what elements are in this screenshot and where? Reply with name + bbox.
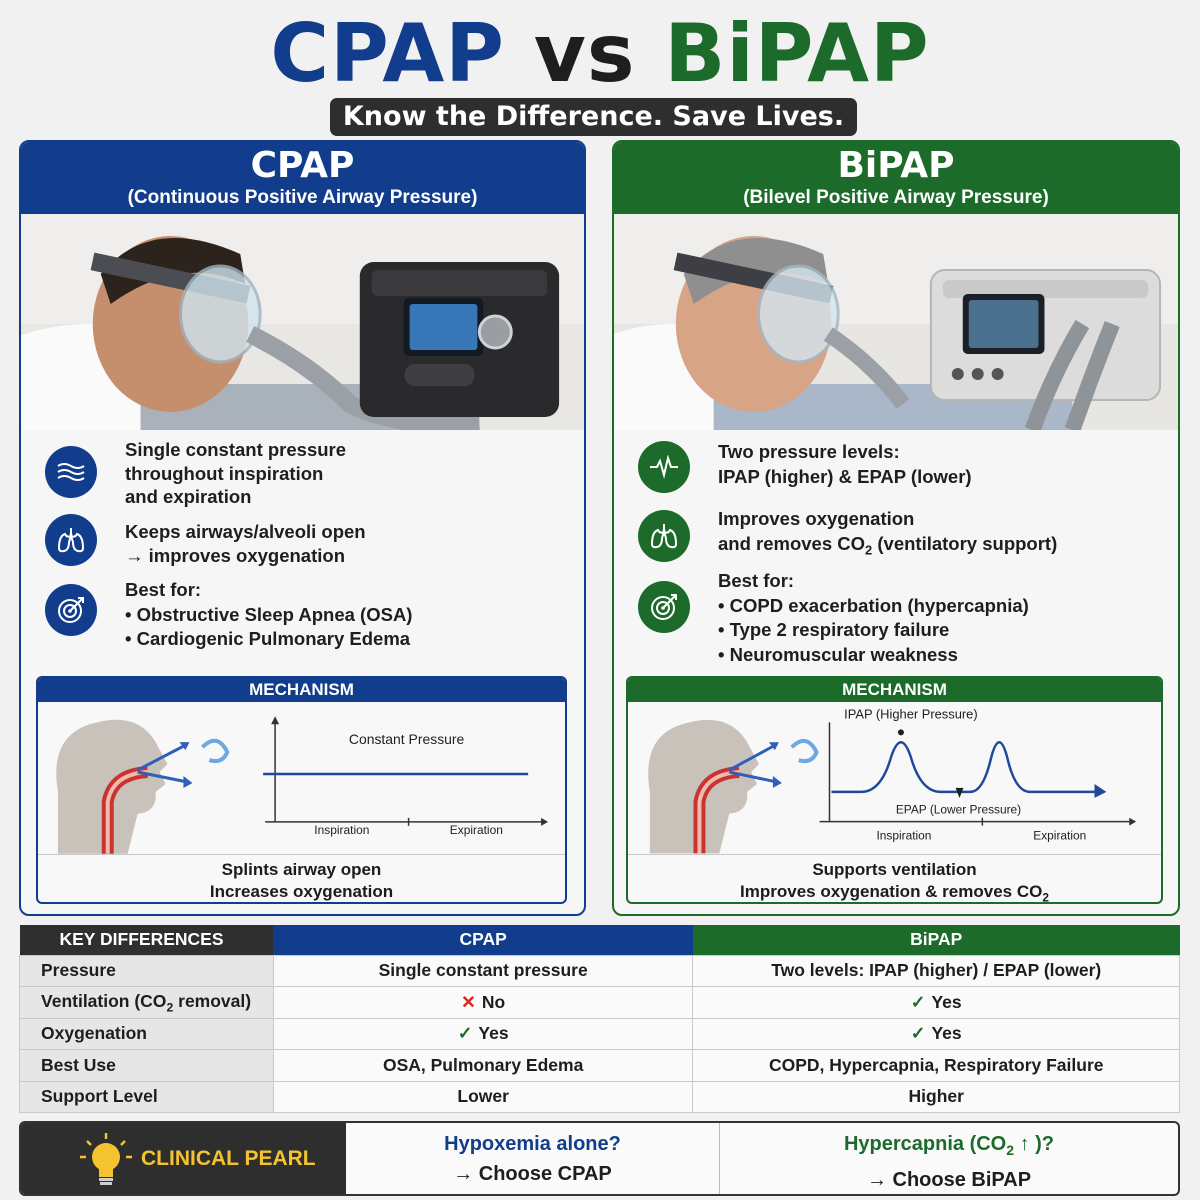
cpap-cell: ✓ Yes xyxy=(272,1017,694,1050)
cpap-feature-pressure-line: and expiration xyxy=(125,486,252,507)
cpap-feature-bestfor-line: • Cardiogenic Pulmonary Edema xyxy=(125,628,411,649)
ipap-label: IPAP (Higher Pressure) xyxy=(844,706,978,721)
check-mark-icon: ✓ xyxy=(457,1023,473,1044)
cpap-mechanism-header: MECHANISM xyxy=(38,678,565,702)
clinical-pearl-label: CLINICAL PEARL xyxy=(141,1147,316,1170)
pearl-bipap-answer: → Choose BiPAP xyxy=(866,1169,1032,1191)
cpap-mechanism-footer-line: Increases oxygenation xyxy=(209,882,394,901)
row-label: Pressure xyxy=(19,954,274,987)
table-row: Ventilation (CO2 removal) ✕ No ✓ Yes xyxy=(19,986,1180,1019)
cpap-feature-bestfor-line: • Obstructive Sleep Apnea (OSA) xyxy=(125,603,413,625)
table-row: Support Level Lower Higher xyxy=(19,1080,1180,1113)
head-airway-illustration xyxy=(56,719,230,854)
bipap-x-label-expiration: Expiration xyxy=(1033,829,1086,843)
cpap-feature-airways-line: Keeps airways/alveoli open xyxy=(125,521,366,542)
cpap-cell: ✕ No xyxy=(272,986,694,1019)
x-mark-icon: ✕ xyxy=(461,991,476,1012)
pearl-bipap: Hypercapnia (CO2 ↑ )? → Choose BiPAP xyxy=(720,1123,1178,1194)
key-differences-table: KEY DIFFERENCES CPAP BiPAP Pressure Sing… xyxy=(19,925,1180,1113)
table-header-row: KEY DIFFERENCES CPAP BiPAP xyxy=(19,925,1180,955)
clinical-pearl-label-box: CLINICAL PEARL xyxy=(21,1123,346,1194)
target-icon xyxy=(638,581,690,633)
cpap-cell: Single constant pressure xyxy=(272,954,694,987)
clinical-pearl: CLINICAL PEARL Hypoxemia alone? → Choose… xyxy=(19,1121,1180,1196)
row-label: Support Level xyxy=(19,1080,274,1113)
bipap-patient-photo xyxy=(614,214,1178,430)
cpap-x-label-expiration: Expiration xyxy=(450,823,503,837)
ipap-marker xyxy=(897,729,904,736)
row-label: Ventilation (CO2 removal) xyxy=(19,986,274,1019)
bipap-feature-levels-line: IPAP (higher) & EPAP (lower) xyxy=(718,466,972,487)
lungs-icon xyxy=(45,514,97,566)
bipap-cell: Two levels: IPAP (higher) / EPAP (lower) xyxy=(692,954,1180,987)
bipap-mechanism-footer-line: Improves oxygenation & removes CO2 xyxy=(740,882,1049,904)
cpap-panel-subtitle: (Continuous Positive Airway Pressure) xyxy=(127,187,478,208)
bipap-panel-subtitle: (Bilevel Positive Airway Pressure) xyxy=(743,187,1049,208)
bipap-mechanism: MECHANISM xyxy=(626,676,1163,904)
cpap-panel-header: CPAP (Continuous Positive Airway Pressur… xyxy=(21,142,584,214)
pearl-cpap-answer: → Choose CPAP xyxy=(453,1163,612,1185)
row-label: Best Use xyxy=(19,1049,274,1082)
waveform-icon xyxy=(638,441,690,493)
waves-icon xyxy=(45,446,97,498)
bipap-feature-oxygenation-line: Improves oxygenation xyxy=(718,508,915,529)
bipap-cell: ✓ Yes xyxy=(692,1017,1180,1050)
pearl-cpap-question: Hypoxemia alone? xyxy=(444,1133,621,1155)
cpap-patient-photo xyxy=(21,214,584,430)
row-label: Oxygenation xyxy=(19,1017,274,1050)
cpap-mechanism-figure: Constant Pressure Inspiration Expiration xyxy=(38,702,565,854)
cpap-feature-airways-line: → improves oxygenation xyxy=(125,544,345,566)
cpap-mechanism-footer: Splints airway open Increases oxygenatio… xyxy=(38,854,565,902)
bipap-mechanism-footer: Supports ventilation Improves oxygenatio… xyxy=(628,854,1161,902)
cpap-panel: CPAP (Continuous Positive Airway Pressur… xyxy=(19,140,586,916)
bipap-x-label-inspiration: Inspiration xyxy=(876,829,931,843)
bipap-panel-title: BiPAP xyxy=(837,145,955,186)
main-title: CPAP vs BiPAP xyxy=(0,6,1200,102)
lightbulb-icon xyxy=(80,1133,132,1185)
head-airway-illustration xyxy=(648,719,819,854)
cpap-x-label-inspiration: Inspiration xyxy=(314,823,369,837)
target-icon xyxy=(45,584,97,636)
bipap-cell: Higher xyxy=(692,1080,1180,1113)
table-header-key: KEY DIFFERENCES xyxy=(19,925,274,955)
table-header-bipap: BiPAP xyxy=(692,925,1180,955)
cpap-feature-bestfor-line: Best for: xyxy=(125,579,202,600)
bipap-mechanism-figure: IPAP (Higher Pressure) EPAP (Lower Press… xyxy=(628,702,1161,854)
lungs-icon xyxy=(638,510,690,562)
cpap-cell: Lower xyxy=(272,1080,694,1113)
bipap-feature-oxygenation-line: and removes CO2 (ventilatory support) xyxy=(718,533,1058,558)
check-mark-icon: ✓ xyxy=(910,991,926,1012)
title-vs: vs xyxy=(533,7,636,100)
pearl-bipap-question: Hypercapnia (CO2 ↑ )? xyxy=(843,1133,1055,1158)
bipap-cell: COPD, Hypercapnia, Respiratory Failure xyxy=(692,1049,1180,1082)
bipap-feature-bestfor-line: • Type 2 respiratory failure xyxy=(718,619,950,640)
cpap-mechanism-footer-line: Splints airway open xyxy=(221,860,382,879)
bipap-feature-bestfor-line: • Neuromuscular weakness xyxy=(718,643,958,665)
cpap-mechanism: MECHANISM Constant P xyxy=(36,676,567,904)
epap-label: EPAP (Lower Pressure) xyxy=(896,803,1021,817)
cpap-graph-title: Constant Pressure xyxy=(349,731,465,747)
cpap-feature-pressure-line: throughout inspiration xyxy=(125,462,324,484)
check-mark-icon: ✓ xyxy=(910,1023,926,1044)
cpap-cell: OSA, Pulmonary Edema xyxy=(272,1049,694,1082)
table-row: Best Use OSA, Pulmonary Edema COPD, Hype… xyxy=(19,1049,1180,1082)
bipap-panel-header: BiPAP (Bilevel Positive Airway Pressure) xyxy=(614,142,1178,214)
table-header-cpap: CPAP xyxy=(273,925,693,955)
tagline: Know the Difference. Save Lives. xyxy=(330,98,857,136)
bipap-feature-bestfor-line: Best for: xyxy=(718,570,795,591)
bipap-feature-bestfor-line: • COPD exacerbation (hypercapnia) xyxy=(718,594,1029,616)
bilevel-pressure-curve xyxy=(831,741,1095,794)
table-row: Pressure Single constant pressure Two le… xyxy=(19,954,1180,987)
table-row: Oxygenation ✓ Yes ✓ Yes xyxy=(19,1017,1180,1050)
title-bipap: BiPAP xyxy=(664,7,930,100)
bipap-mechanism-header: MECHANISM xyxy=(628,678,1161,702)
cpap-feature-pressure-line: Single constant pressure xyxy=(125,439,347,460)
title-cpap: CPAP xyxy=(270,7,505,100)
bipap-mechanism-footer-line: Supports ventilation xyxy=(812,860,977,879)
pearl-cpap: Hypoxemia alone? → Choose CPAP xyxy=(346,1123,720,1194)
bipap-panel: BiPAP (Bilevel Positive Airway Pressure) xyxy=(612,140,1180,916)
cpap-panel-title: CPAP xyxy=(250,145,355,186)
bipap-feature-levels-line: Two pressure levels: xyxy=(718,441,900,462)
bipap-cell: ✓ Yes xyxy=(692,986,1180,1019)
